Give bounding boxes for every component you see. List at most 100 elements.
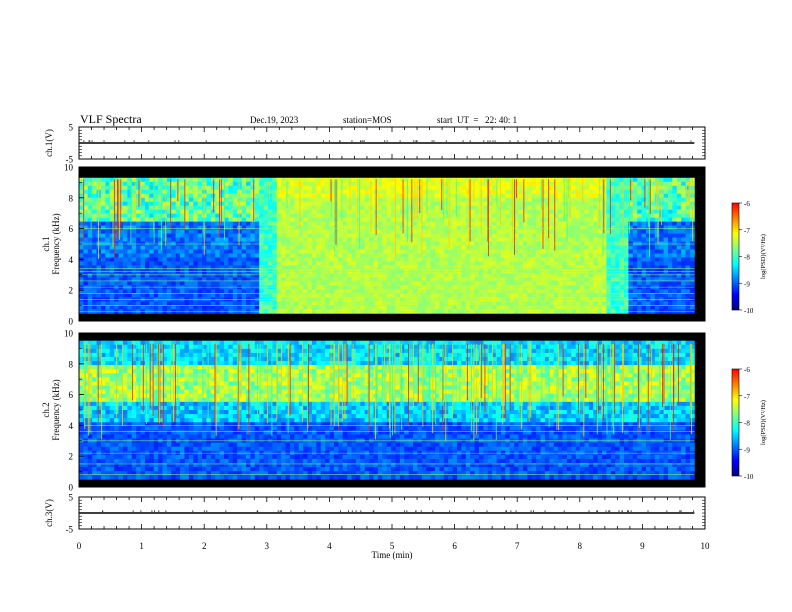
- ch1-spectrogram-cell: [558, 177, 563, 183]
- ch1-spectrogram-cell: [593, 277, 599, 282]
- ch1-spectrogram-cell: [210, 213, 216, 219]
- ch1-spectrogram-cell: [386, 225, 392, 230]
- ch1-spectrogram-cell: [602, 177, 607, 183]
- ch1-spectrogram-cell: [237, 217, 243, 223]
- ch1-spectrogram-cell: [329, 237, 335, 242]
- ch1-spectrogram-cell: [79, 253, 84, 258]
- ch1-spectrogram-cell: [487, 217, 493, 223]
- ch1-spectrogram-cell: [83, 217, 89, 223]
- ch1-spectrogram-cell: [448, 193, 454, 199]
- ch1-spectrogram-cell: [553, 181, 559, 187]
- ch1-spectrogram-cell: [171, 281, 177, 286]
- ch1-spectrogram-cell: [487, 213, 493, 219]
- ch1-spectrogram-cell: [681, 185, 686, 191]
- ch1-spectrogram-cell: [118, 253, 124, 258]
- ch1-spectrogram-cell: [632, 237, 638, 242]
- ch1-spectrogram-cell: [667, 289, 673, 294]
- ch1-spectrogram-cell: [522, 177, 528, 183]
- ch1-spectrogram-cell: [580, 289, 585, 294]
- ch1-spectrogram-cell: [672, 213, 678, 219]
- ch1-spectrogram-cell: [184, 213, 190, 219]
- ch1-spectrogram-cell: [298, 245, 304, 250]
- ch1-spectrogram-cell: [457, 185, 462, 191]
- ch1-spectrogram-cell: [281, 273, 286, 278]
- ch1-spectrogram-cell: [268, 245, 273, 250]
- ch1-spectrogram-cell: [465, 185, 471, 191]
- ch1-spectrogram-cell: [439, 237, 445, 242]
- ch1-spectrogram-cell: [667, 221, 673, 227]
- ch1-spectrogram-cell: [478, 265, 484, 270]
- ch1-spectrogram-cell: [505, 277, 511, 282]
- ch1-spectrogram-cell: [421, 249, 427, 254]
- ch1-spectrogram-cell: [654, 285, 660, 290]
- ch1-spectrogram-cell: [465, 237, 471, 242]
- ch1-spectrogram-cell: [144, 185, 150, 191]
- ch1-spectrogram-cell: [294, 217, 300, 223]
- ch1-spectrogram-cell: [153, 301, 159, 306]
- ch1-spectrogram-cell: [593, 285, 599, 290]
- ch1-spectrogram-cell: [562, 193, 568, 199]
- ch1-spectrogram-cell: [588, 225, 594, 230]
- ch1-spectrogram-cell: [144, 253, 150, 258]
- ch1-spectrogram-cell: [210, 285, 216, 290]
- ch1-spectrogram-cell: [540, 257, 546, 262]
- ch1-spectrogram-cell: [184, 197, 190, 203]
- ch1-spectrogram-cell: [79, 205, 84, 211]
- ch1-spectrogram-cell: [162, 281, 168, 286]
- ch1-spectrogram-cell: [329, 217, 335, 223]
- ch1-spectrogram-cell: [246, 181, 251, 187]
- ch1-spectrogram-cell: [413, 289, 418, 294]
- ch1-spectrogram-cell: [637, 293, 643, 298]
- ch1-spectrogram-cell: [672, 201, 678, 207]
- ch1-spectrogram-cell: [663, 261, 669, 266]
- ch1-spectrogram-cell: [386, 245, 392, 250]
- ch1-spectrogram-cell: [522, 225, 528, 230]
- ch1-spectrogram-cell: [457, 249, 462, 254]
- ch1-spectrogram-cell: [311, 217, 317, 223]
- ch1-spectrogram-cell: [571, 289, 577, 294]
- ch1-spectrogram-cell: [316, 237, 322, 242]
- ch1-spectrogram-cell: [83, 281, 89, 286]
- ch1-spectrogram-cell: [435, 249, 440, 254]
- ch1-spectrogram-cell: [360, 301, 366, 306]
- ch1-spectrogram-cell: [131, 197, 137, 203]
- ch1-spectrogram-cell: [294, 225, 300, 230]
- ch1-spectrogram-cell: [413, 221, 418, 227]
- ch1-spectrogram-cell: [347, 281, 352, 286]
- ch1-spectrogram-cell: [276, 193, 282, 199]
- ch1-spectrogram-cell: [228, 213, 234, 219]
- ch1-spectrogram-cell: [615, 277, 621, 282]
- ch1-spectrogram-cell: [180, 277, 185, 282]
- ch1-spectrogram-cell: [408, 193, 414, 199]
- ch1-spectrogram-cell: [527, 181, 533, 187]
- ch1-spectrogram-cell: [373, 265, 379, 270]
- ch1-spectrogram-cell: [408, 285, 414, 290]
- ch1-spectrogram-cell: [457, 193, 462, 199]
- ch1-spectrogram-cell: [483, 229, 489, 234]
- ch1-spectrogram-cell: [386, 289, 392, 294]
- ch1-spectrogram-cell: [536, 253, 541, 258]
- ch1-spectrogram-cell: [254, 289, 260, 294]
- ch1-spectrogram-cell: [171, 237, 177, 242]
- ch1-spectrogram-cell: [457, 189, 462, 195]
- ch1-spectrogram-cell: [531, 249, 537, 254]
- ch1-spectrogram-cell: [197, 213, 203, 219]
- ch1-spectrogram-cell: [580, 257, 585, 262]
- ch1-spectrogram-cell: [474, 189, 480, 195]
- ch1-spectrogram-cell: [606, 189, 612, 195]
- ch1-spectrogram-cell: [298, 197, 304, 203]
- ch1-spectrogram-cell: [342, 285, 348, 290]
- ch1-spectrogram-cell: [92, 249, 97, 254]
- ch1-spectrogram-cell: [162, 289, 168, 294]
- ch1-waveform-noise-mark: [517, 140, 519, 142]
- ch1-spectrogram-cell: [171, 253, 177, 258]
- ch1-spectrogram-cell: [672, 273, 678, 278]
- ch1-spectrogram-cell: [615, 225, 621, 230]
- ch1-spectrogram-cell: [206, 265, 212, 270]
- ch1-spectrogram-cell: [259, 233, 265, 238]
- ch1-spectrogram-cell: [615, 301, 621, 306]
- ch1-spectrogram-cell: [426, 257, 432, 262]
- ch1-spectrogram-cell: [206, 305, 212, 310]
- ch1-spectrogram-cell: [465, 257, 471, 262]
- ch1-spectrogram-cell: [180, 185, 185, 191]
